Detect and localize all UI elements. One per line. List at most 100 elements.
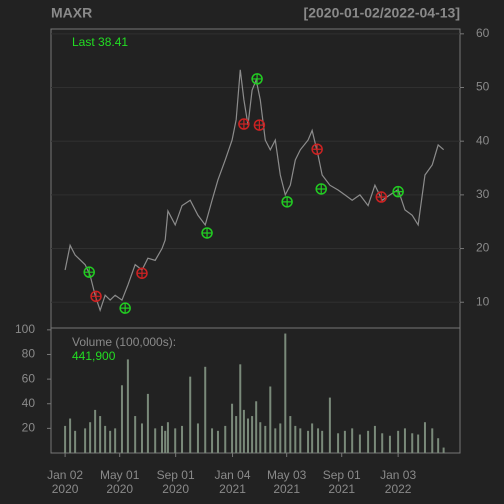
- volume-bar: [120, 385, 123, 453]
- x-tick-label: 2020: [162, 482, 189, 496]
- volume-bar: [442, 447, 445, 453]
- volume-bar: [235, 416, 238, 453]
- volume-bar: [154, 428, 157, 453]
- volume-bar: [321, 430, 324, 453]
- volume-bar: [311, 423, 314, 453]
- signal-cross: [91, 291, 102, 302]
- signal-cross: [238, 119, 249, 130]
- volume-bar: [381, 433, 384, 453]
- volume-bar: [337, 433, 340, 453]
- volume-bar: [264, 425, 267, 453]
- volume-bar: [94, 409, 97, 453]
- last-price: Last 38.41: [72, 35, 128, 49]
- volume-bar: [239, 364, 242, 453]
- volume-bar: [388, 435, 391, 453]
- x-tick-label: May 03: [267, 468, 307, 482]
- volume-bar: [358, 434, 361, 453]
- volume-tick-label: 60: [22, 371, 36, 385]
- signal-cross: [312, 144, 323, 155]
- signal-cross: [254, 120, 265, 131]
- chart-title: MAXR: [51, 5, 92, 21]
- signal-cross: [84, 267, 95, 278]
- x-tick-label: Sep 01: [157, 468, 195, 482]
- x-tick-label: 2022: [385, 482, 412, 496]
- x-tick-label: May 01: [100, 468, 140, 482]
- volume-bar: [99, 416, 102, 453]
- volume-bar: [299, 428, 302, 453]
- volume-bar: [259, 422, 262, 453]
- volume-bar: [164, 430, 167, 453]
- volume-tick-label: 20: [22, 421, 36, 435]
- signal-cross: [316, 183, 327, 194]
- volume-bar: [146, 393, 149, 453]
- volume-bar: [351, 428, 354, 453]
- volume-bar: [224, 425, 227, 453]
- signal-cross: [252, 73, 263, 84]
- volume-bar: [284, 333, 287, 453]
- volume-bar: [403, 428, 406, 453]
- x-tick-label: 2020: [52, 482, 79, 496]
- x-tick-label: 2020: [106, 482, 133, 496]
- y-tick-label: 30: [476, 187, 490, 201]
- volume-bar: [109, 430, 112, 453]
- y-tick-label: 50: [476, 80, 490, 94]
- volume-bar: [307, 430, 310, 453]
- volume-tick-label: 100: [15, 322, 35, 336]
- volume-bar: [216, 430, 219, 453]
- volume-bar: [411, 433, 414, 453]
- signal-cross: [120, 303, 131, 314]
- volume-bar: [274, 428, 277, 453]
- volume-bar: [373, 425, 376, 453]
- volume-bar: [231, 403, 234, 453]
- volume-bar: [126, 359, 129, 453]
- volume-bar: [437, 438, 440, 453]
- volume-bar: [134, 416, 137, 453]
- signal-cross: [202, 227, 213, 238]
- volume-bar: [328, 397, 331, 453]
- volume-bar: [74, 430, 77, 453]
- volume-bar: [174, 428, 177, 453]
- volume-bar: [289, 416, 292, 453]
- volume-bar: [204, 366, 207, 453]
- volume-bar: [69, 418, 72, 453]
- volume-bar: [189, 376, 192, 453]
- volume-bar: [255, 401, 258, 453]
- volume-bar: [269, 386, 272, 453]
- volume-bar: [317, 428, 320, 453]
- volume-bar: [417, 434, 420, 453]
- x-tick-label: Jan 04: [215, 468, 251, 482]
- volume-bar: [294, 425, 297, 453]
- y-tick-label: 20: [476, 241, 490, 255]
- volume-bar: [367, 430, 370, 453]
- date-range: [2020-01-02/2022-04-13]: [304, 5, 460, 21]
- y-tick-label: 60: [476, 26, 490, 40]
- x-tick-label: 2021: [273, 482, 300, 496]
- volume-bar: [166, 422, 169, 453]
- volume-bar: [431, 428, 434, 453]
- volume-bar: [246, 418, 249, 453]
- signal-cross: [393, 186, 404, 197]
- volume-tick-label: 40: [22, 396, 36, 410]
- x-tick-label: Jan 03: [380, 468, 416, 482]
- volume-bar: [114, 428, 117, 453]
- volume-bar: [89, 422, 92, 453]
- price-line: [64, 69, 445, 313]
- volume-bar: [211, 428, 214, 453]
- x-tick-label: Jan 02: [47, 468, 83, 482]
- x-tick-label: 2021: [328, 482, 355, 496]
- volume-bar: [251, 416, 254, 453]
- volume-bar: [104, 425, 107, 453]
- signal-cross: [136, 268, 147, 279]
- volume-label: Volume (100,000s):: [72, 335, 176, 349]
- volume-last: 441,900: [72, 349, 116, 363]
- volume-bar: [64, 425, 67, 453]
- volume-bar: [181, 425, 184, 453]
- volume-bar: [279, 423, 282, 453]
- y-tick-label: 10: [476, 294, 490, 308]
- x-tick-label: Sep 01: [323, 468, 361, 482]
- volume-bar: [242, 409, 245, 453]
- y-tick-label: 40: [476, 133, 490, 147]
- volume-tick-label: 80: [22, 347, 36, 361]
